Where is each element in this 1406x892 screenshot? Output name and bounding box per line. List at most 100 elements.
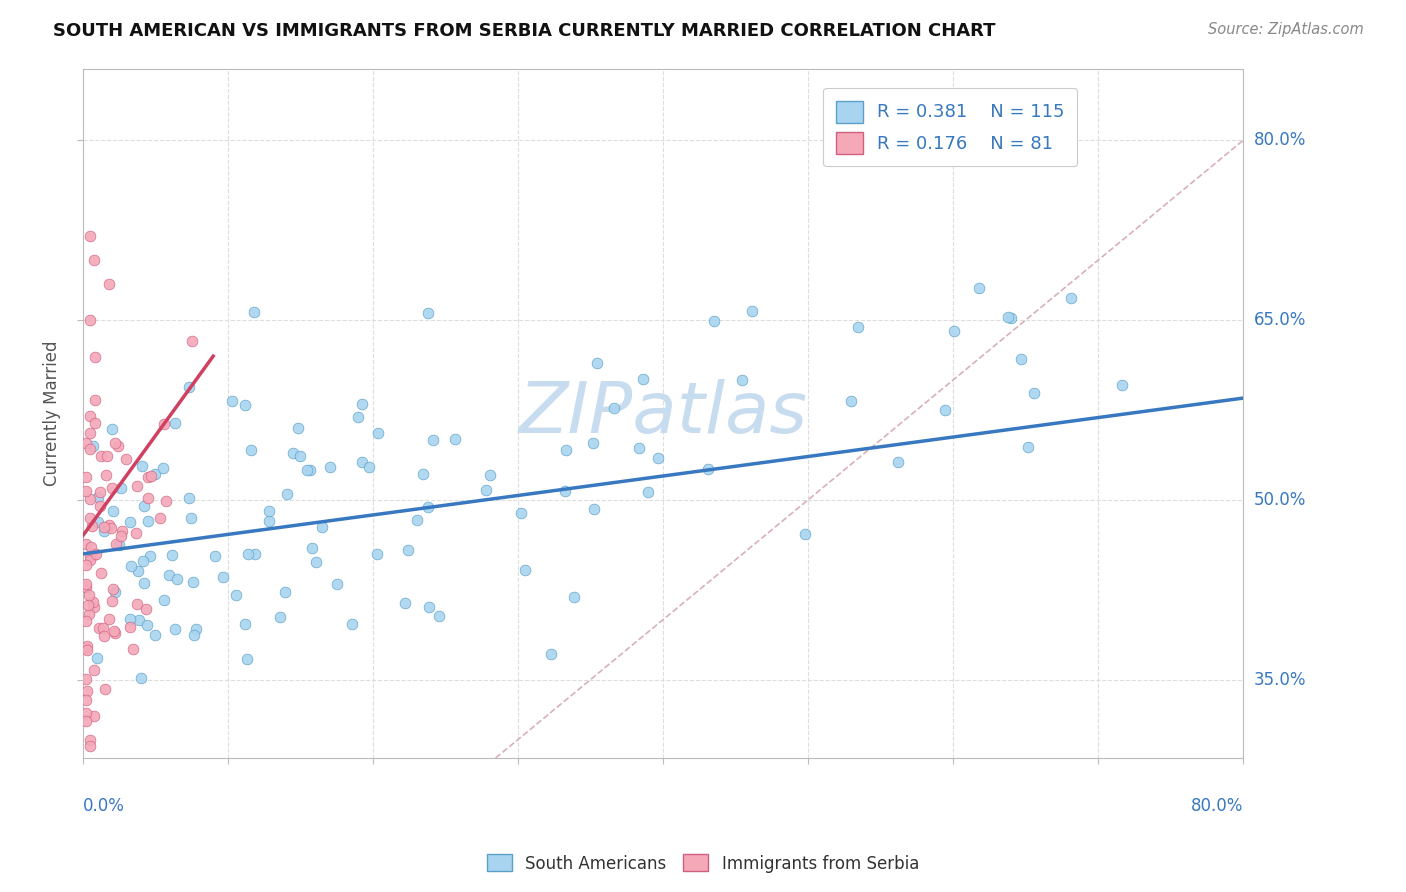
Point [1000, 311, 1022, 326]
Point [129, 671, 152, 685]
Point [136, 469, 159, 483]
Point [93, 681, 115, 696]
Point [139, 468, 162, 483]
Text: Source: ZipAtlas.com: Source: ZipAtlas.com [1208, 22, 1364, 37]
Point [110, 481, 132, 495]
Point [243, 548, 266, 562]
Point [104, 626, 127, 640]
Point [342, 617, 364, 632]
Point [152, 460, 174, 475]
Point [474, 483, 496, 497]
Point [887, 455, 910, 469]
Point [101, 582, 124, 596]
Point [347, 409, 370, 424]
Point [76, 683, 98, 698]
Point [93, 629, 115, 643]
Point [135, 618, 157, 632]
Point [221, 393, 243, 408]
Point [138, 549, 160, 563]
Point [103, 624, 125, 638]
Point [79, 511, 101, 525]
Point [79, 229, 101, 244]
Point [283, 446, 305, 460]
Point [1022, 385, 1045, 400]
Point [75, 470, 97, 484]
Point [586, 356, 609, 370]
Point [793, 526, 815, 541]
Point [942, 325, 965, 339]
Point [111, 524, 134, 539]
Point [582, 436, 605, 450]
Point [406, 513, 429, 527]
Point [101, 481, 124, 495]
Point [89, 485, 111, 500]
Point [125, 479, 148, 493]
Point [79, 549, 101, 564]
Text: 80.0%: 80.0% [1254, 131, 1306, 150]
Point [288, 450, 311, 464]
Point [75, 537, 97, 551]
Point [110, 529, 132, 543]
Point [101, 503, 124, 517]
Point [120, 516, 142, 530]
Point [131, 459, 153, 474]
Point [239, 443, 262, 458]
Point [301, 541, 323, 555]
Point [86, 650, 108, 665]
Point [80, 519, 103, 533]
Point [101, 422, 124, 436]
Point [412, 467, 434, 481]
Point [80, 540, 103, 554]
Point [79, 492, 101, 507]
Point [108, 538, 131, 552]
Point [127, 565, 149, 579]
Point [287, 420, 309, 434]
Point [90, 449, 112, 463]
Point [120, 620, 142, 634]
Point [236, 547, 259, 561]
Point [83, 350, 105, 364]
Point [75, 436, 97, 450]
Point [326, 576, 349, 591]
Point [83, 664, 105, 678]
Point [181, 575, 204, 590]
Point [104, 585, 127, 599]
Point [77, 607, 100, 621]
Point [212, 570, 235, 584]
Point [562, 590, 585, 604]
Point [311, 520, 333, 534]
Point [235, 398, 257, 412]
Point [298, 463, 321, 477]
Point [839, 394, 862, 409]
Point [83, 708, 105, 723]
Point [134, 576, 156, 591]
Point [163, 623, 186, 637]
Point [510, 506, 533, 520]
Point [138, 514, 160, 528]
Point [104, 435, 127, 450]
Point [225, 588, 247, 602]
Point [79, 553, 101, 567]
Point [107, 439, 129, 453]
Point [75, 714, 97, 728]
Point [157, 568, 180, 582]
Point [75, 558, 97, 573]
Point [186, 622, 208, 636]
Point [79, 732, 101, 747]
Point [75, 640, 97, 655]
Point [703, 313, 725, 327]
Point [183, 628, 205, 642]
Point [697, 462, 720, 476]
Point [479, 468, 502, 483]
Point [357, 460, 380, 475]
Point [969, 280, 991, 294]
Point [582, 502, 605, 516]
Point [555, 443, 578, 458]
Point [418, 306, 440, 320]
Legend: South Americans, Immigrants from Serbia: South Americans, Immigrants from Serbia [481, 847, 925, 880]
Point [627, 441, 650, 455]
Point [89, 499, 111, 513]
Point [83, 416, 105, 430]
Point [259, 503, 281, 517]
Point [132, 554, 155, 568]
